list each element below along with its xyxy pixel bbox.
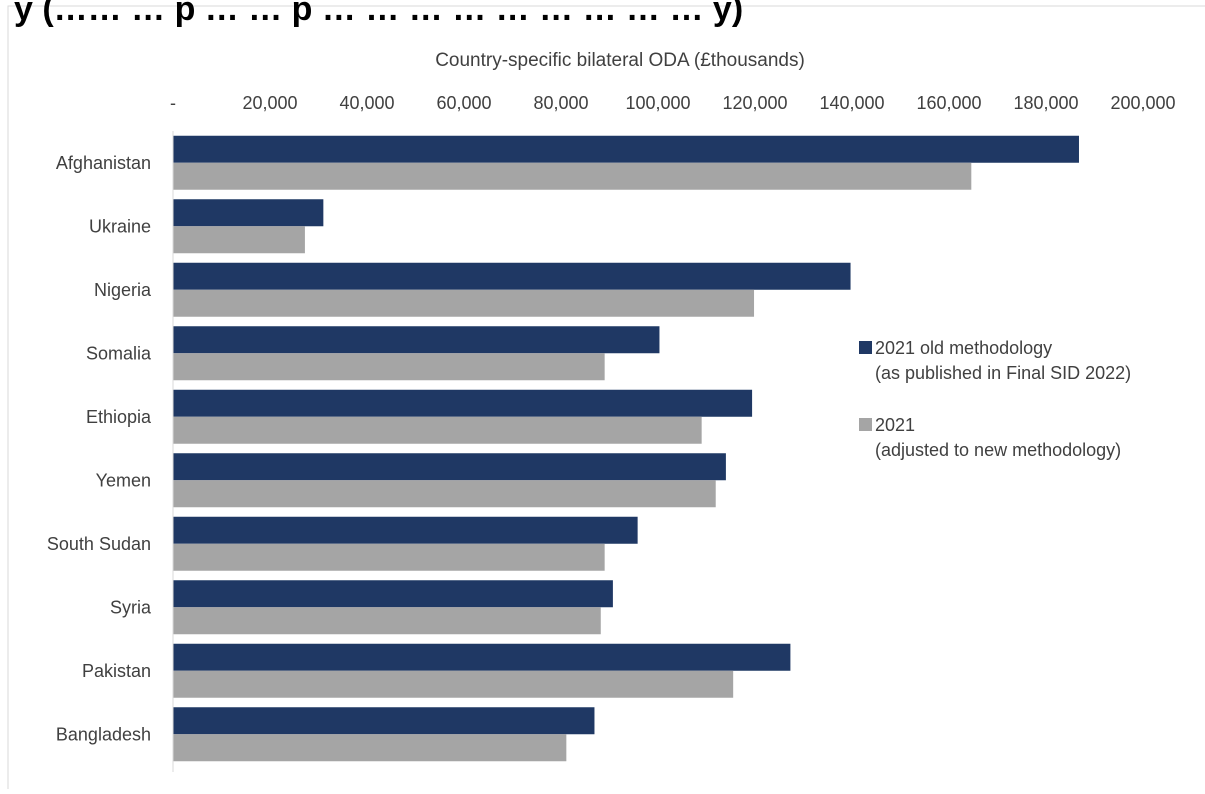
category-label: Afghanistan <box>56 153 151 173</box>
legend-label: 2021 old methodology <box>875 338 1052 358</box>
x-tick-label: 100,000 <box>625 93 690 113</box>
bar-old-methodology <box>173 262 851 290</box>
bar-series <box>173 135 1079 762</box>
x-tick-label: 60,000 <box>436 93 491 113</box>
category-label: Pakistan <box>82 661 151 681</box>
bar-new-methodology <box>173 416 702 444</box>
legend-swatch <box>859 341 872 354</box>
bar-new-methodology <box>173 226 305 254</box>
x-tick-label: 140,000 <box>819 93 884 113</box>
bar-new-methodology <box>173 162 972 190</box>
category-label: Ukraine <box>89 216 151 236</box>
x-tick-label: 40,000 <box>339 93 394 113</box>
bar-new-methodology <box>173 543 605 571</box>
bar-old-methodology <box>173 707 595 735</box>
x-tick-label: 20,000 <box>242 93 297 113</box>
bar-new-methodology <box>173 480 716 508</box>
category-label: Nigeria <box>94 280 152 300</box>
x-axis-title: Country-specific bilateral ODA (£thousan… <box>435 50 805 71</box>
category-label: Yemen <box>96 470 151 490</box>
category-label: South Sudan <box>47 534 151 554</box>
bar-new-methodology <box>173 289 755 317</box>
bar-old-methodology <box>173 389 753 417</box>
category-label: Syria <box>110 597 152 617</box>
bar-new-methodology <box>173 607 601 635</box>
bar-new-methodology <box>173 670 734 698</box>
category-label: Somalia <box>86 343 152 363</box>
category-label: Ethiopia <box>86 407 152 427</box>
x-tick-label: 200,000 <box>1110 93 1175 113</box>
bar-old-methodology <box>173 516 638 544</box>
x-tick-label: 160,000 <box>916 93 981 113</box>
legend-swatch <box>859 418 872 431</box>
chart-title-fragment: y (…… … p … … p … … … … … … … … … y) <box>14 0 743 28</box>
category-label: Bangladesh <box>56 724 151 744</box>
bar-old-methodology <box>173 199 324 227</box>
bar-old-methodology <box>173 643 791 671</box>
x-tick-label: - <box>170 93 176 113</box>
legend: 2021 old methodology (as published in Fin… <box>859 338 1131 460</box>
bar-old-methodology <box>173 135 1079 163</box>
legend-label: 2021 <box>875 415 915 435</box>
x-tick-label: 180,000 <box>1013 93 1078 113</box>
category-labels: Afghanistan Ukraine Nigeria Somalia Ethiopia… <box>47 153 152 745</box>
legend-label: (adjusted to new methodology) <box>875 440 1121 460</box>
x-tick-label: 80,000 <box>533 93 588 113</box>
bar-old-methodology <box>173 326 660 354</box>
bar-new-methodology <box>173 734 567 762</box>
x-tick-label: 120,000 <box>722 93 787 113</box>
x-axis-ticks: - 20,000 40,000 60,000 80,000 100,000 120,000 1… <box>170 93 1176 113</box>
legend-label: (as published in Final SID 2022) <box>875 363 1131 383</box>
bar-old-methodology <box>173 580 613 608</box>
bar-new-methodology <box>173 353 605 381</box>
bar-old-methodology <box>173 453 726 481</box>
